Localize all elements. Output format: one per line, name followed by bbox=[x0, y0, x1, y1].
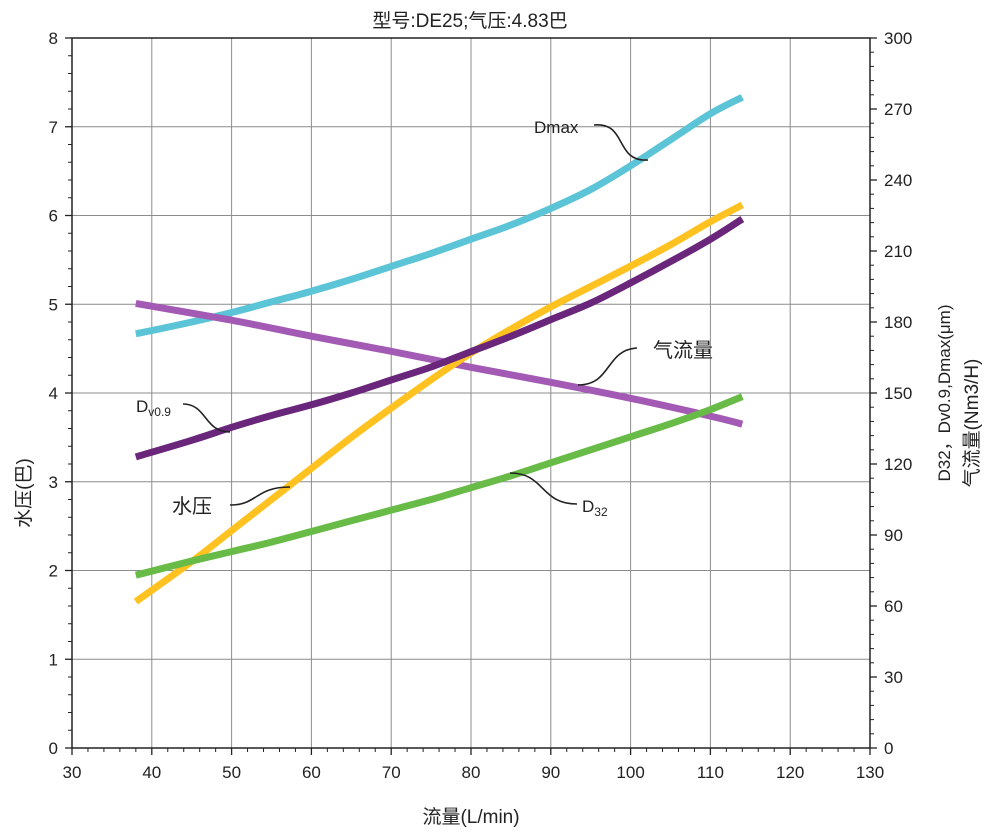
x-tick-label: 50 bbox=[222, 763, 241, 782]
y-left-tick-label: 0 bbox=[49, 739, 58, 758]
dmax-leader bbox=[593, 124, 649, 161]
y-right-tick-label: 30 bbox=[884, 668, 903, 687]
x-tick-label: 100 bbox=[616, 763, 644, 782]
y-right-tick-label: 270 bbox=[884, 100, 912, 119]
series-line-dv09 bbox=[134, 216, 745, 461]
y-right-tick-label: 210 bbox=[884, 242, 912, 261]
x-tick-label: 70 bbox=[382, 763, 401, 782]
airflow-label: 气流量 bbox=[653, 339, 713, 362]
y-right-axis-label-1: D32，Dv0.9,Dmax(μm) bbox=[935, 305, 954, 482]
y-right-axis-label-2: 气流量(Nm3/H) bbox=[961, 359, 983, 488]
series-line-airflow bbox=[133, 201, 744, 605]
chart-title: 型号:DE25;气压:4.83巴 bbox=[372, 10, 567, 32]
y-right-tick-label: 60 bbox=[884, 597, 903, 616]
y-right-tick-label: 90 bbox=[884, 526, 903, 545]
y-right-tick-label: 150 bbox=[884, 384, 912, 403]
y-left-tick-label: 8 bbox=[49, 29, 58, 48]
series-lines bbox=[133, 94, 745, 605]
airflow-leader bbox=[577, 347, 638, 386]
grid bbox=[72, 38, 870, 748]
x-tick-label: 90 bbox=[541, 763, 560, 782]
y-right-tick-label: 0 bbox=[884, 739, 893, 758]
y-left-tick-label: 3 bbox=[49, 473, 58, 492]
d32-label-sub: 32 bbox=[594, 505, 608, 519]
y-right-tick-label: 120 bbox=[884, 455, 912, 474]
axis-ticks: 30 40 50 60 70 80 90 100 110 120 13001234567803060… bbox=[49, 29, 913, 782]
x-tick-label: 130 bbox=[856, 763, 884, 782]
y-left-tick-label: 7 bbox=[49, 118, 58, 137]
plot-frame bbox=[71, 37, 871, 749]
dv09-label: Dv0.9 bbox=[136, 397, 171, 419]
water-pressure-label: 水压 bbox=[172, 495, 212, 518]
y-left-tick-label: 4 bbox=[49, 384, 58, 403]
water-pressure-leader bbox=[229, 486, 291, 506]
annotations: Dmax 气流量 Dv0.9 水压 D32 bbox=[136, 118, 713, 519]
d32-label-main: D bbox=[582, 497, 594, 516]
x-tick-label: 30 bbox=[63, 763, 82, 782]
series-line-airflow bbox=[135, 299, 744, 428]
series-line-d32 bbox=[134, 393, 744, 579]
y-left-tick-label: 2 bbox=[49, 562, 58, 581]
y-left-tick-label: 5 bbox=[49, 295, 58, 314]
y-left-tick-label: 1 bbox=[49, 650, 58, 669]
x-tick-label: 120 bbox=[776, 763, 804, 782]
d32-label: D32 bbox=[582, 497, 608, 519]
series-line-dmax bbox=[135, 94, 744, 338]
y-right-tick-label: 180 bbox=[884, 313, 912, 332]
x-tick-label: 80 bbox=[462, 763, 481, 782]
x-axis-label: 流量(L/min) bbox=[422, 806, 519, 828]
dmax-label: Dmax bbox=[534, 118, 579, 137]
y-left-tick-label: 6 bbox=[49, 207, 58, 226]
y-left-axis-label: 水压(巴) bbox=[13, 458, 35, 528]
dv09-label-sub: v0.9 bbox=[148, 405, 171, 419]
dv09-leader bbox=[182, 403, 231, 433]
x-tick-label: 110 bbox=[697, 763, 724, 782]
d32-leader bbox=[509, 472, 578, 505]
y-right-tick-label: 240 bbox=[884, 171, 912, 190]
x-tick-label: 40 bbox=[142, 763, 161, 782]
y-right-tick-label: 300 bbox=[884, 29, 912, 48]
dv09-label-main: D bbox=[136, 397, 148, 416]
x-tick-label: 60 bbox=[302, 763, 321, 782]
